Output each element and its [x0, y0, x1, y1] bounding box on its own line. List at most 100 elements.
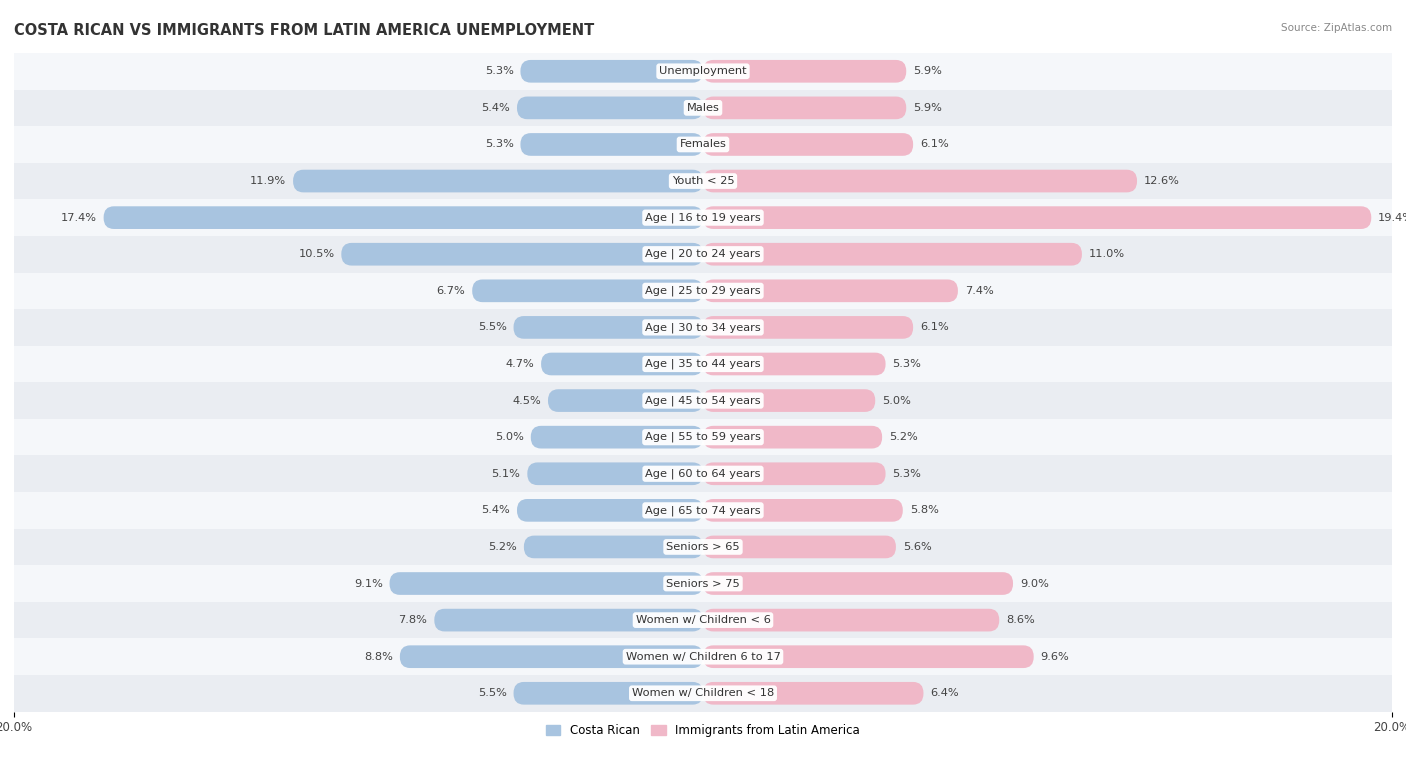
- Text: 5.0%: 5.0%: [882, 396, 911, 406]
- Text: 6.1%: 6.1%: [920, 322, 949, 332]
- FancyBboxPatch shape: [517, 499, 703, 522]
- Text: 12.6%: 12.6%: [1144, 176, 1180, 186]
- Text: Males: Males: [686, 103, 720, 113]
- Bar: [14, 309, 1392, 346]
- FancyBboxPatch shape: [703, 60, 907, 83]
- Text: 5.3%: 5.3%: [485, 139, 513, 149]
- Text: 5.6%: 5.6%: [903, 542, 932, 552]
- FancyBboxPatch shape: [520, 60, 703, 83]
- Text: Age | 45 to 54 years: Age | 45 to 54 years: [645, 395, 761, 406]
- Text: 5.2%: 5.2%: [488, 542, 517, 552]
- FancyBboxPatch shape: [703, 499, 903, 522]
- Text: Age | 16 to 19 years: Age | 16 to 19 years: [645, 213, 761, 223]
- Text: 6.1%: 6.1%: [920, 139, 949, 149]
- FancyBboxPatch shape: [399, 646, 703, 668]
- Text: 7.8%: 7.8%: [398, 615, 427, 625]
- FancyBboxPatch shape: [703, 243, 1083, 266]
- Text: 5.5%: 5.5%: [478, 688, 506, 698]
- FancyBboxPatch shape: [389, 572, 703, 595]
- Bar: [14, 565, 1392, 602]
- FancyBboxPatch shape: [524, 536, 703, 558]
- FancyBboxPatch shape: [548, 389, 703, 412]
- FancyBboxPatch shape: [703, 316, 912, 338]
- Text: Age | 35 to 44 years: Age | 35 to 44 years: [645, 359, 761, 369]
- FancyBboxPatch shape: [472, 279, 703, 302]
- FancyBboxPatch shape: [104, 207, 703, 229]
- FancyBboxPatch shape: [520, 133, 703, 156]
- FancyBboxPatch shape: [513, 316, 703, 338]
- FancyBboxPatch shape: [703, 536, 896, 558]
- FancyBboxPatch shape: [342, 243, 703, 266]
- Bar: [14, 456, 1392, 492]
- Text: Age | 25 to 29 years: Age | 25 to 29 years: [645, 285, 761, 296]
- Text: Unemployment: Unemployment: [659, 67, 747, 76]
- Text: Females: Females: [679, 139, 727, 149]
- Text: Source: ZipAtlas.com: Source: ZipAtlas.com: [1281, 23, 1392, 33]
- Text: Age | 65 to 74 years: Age | 65 to 74 years: [645, 505, 761, 516]
- Text: Age | 20 to 24 years: Age | 20 to 24 years: [645, 249, 761, 260]
- Text: 5.9%: 5.9%: [912, 67, 942, 76]
- Text: Seniors > 75: Seniors > 75: [666, 578, 740, 588]
- Bar: [14, 163, 1392, 199]
- Bar: [14, 53, 1392, 89]
- FancyBboxPatch shape: [292, 170, 703, 192]
- Bar: [14, 346, 1392, 382]
- Bar: [14, 382, 1392, 419]
- Text: Women w/ Children < 6: Women w/ Children < 6: [636, 615, 770, 625]
- Text: 5.9%: 5.9%: [912, 103, 942, 113]
- Text: Youth < 25: Youth < 25: [672, 176, 734, 186]
- Bar: [14, 602, 1392, 638]
- Bar: [14, 675, 1392, 712]
- FancyBboxPatch shape: [517, 97, 703, 119]
- Bar: [14, 492, 1392, 528]
- FancyBboxPatch shape: [703, 133, 912, 156]
- Text: 9.6%: 9.6%: [1040, 652, 1070, 662]
- Text: COSTA RICAN VS IMMIGRANTS FROM LATIN AMERICA UNEMPLOYMENT: COSTA RICAN VS IMMIGRANTS FROM LATIN AME…: [14, 23, 595, 38]
- Text: 8.6%: 8.6%: [1007, 615, 1035, 625]
- FancyBboxPatch shape: [527, 463, 703, 485]
- Text: 11.0%: 11.0%: [1088, 249, 1125, 259]
- Text: 5.2%: 5.2%: [889, 432, 918, 442]
- Text: 5.4%: 5.4%: [481, 506, 510, 516]
- Bar: [14, 199, 1392, 236]
- FancyBboxPatch shape: [703, 279, 957, 302]
- FancyBboxPatch shape: [703, 572, 1012, 595]
- FancyBboxPatch shape: [703, 426, 882, 448]
- Text: Age | 60 to 64 years: Age | 60 to 64 years: [645, 469, 761, 479]
- FancyBboxPatch shape: [703, 646, 1033, 668]
- Text: 4.5%: 4.5%: [512, 396, 541, 406]
- Text: 5.4%: 5.4%: [481, 103, 510, 113]
- Text: 5.8%: 5.8%: [910, 506, 939, 516]
- Text: Women w/ Children 6 to 17: Women w/ Children 6 to 17: [626, 652, 780, 662]
- Bar: [14, 528, 1392, 565]
- Text: 5.3%: 5.3%: [893, 469, 921, 478]
- FancyBboxPatch shape: [541, 353, 703, 375]
- FancyBboxPatch shape: [531, 426, 703, 448]
- Bar: [14, 89, 1392, 126]
- FancyBboxPatch shape: [513, 682, 703, 705]
- Text: 6.7%: 6.7%: [437, 286, 465, 296]
- FancyBboxPatch shape: [703, 463, 886, 485]
- Text: Seniors > 65: Seniors > 65: [666, 542, 740, 552]
- Text: 5.1%: 5.1%: [492, 469, 520, 478]
- Bar: [14, 236, 1392, 273]
- Text: 9.0%: 9.0%: [1019, 578, 1049, 588]
- Text: 19.4%: 19.4%: [1378, 213, 1406, 223]
- FancyBboxPatch shape: [703, 682, 924, 705]
- Text: 11.9%: 11.9%: [250, 176, 287, 186]
- Text: 5.0%: 5.0%: [495, 432, 524, 442]
- Legend: Costa Rican, Immigrants from Latin America: Costa Rican, Immigrants from Latin Ameri…: [541, 719, 865, 742]
- Text: 9.1%: 9.1%: [354, 578, 382, 588]
- Text: 6.4%: 6.4%: [931, 688, 959, 698]
- Bar: [14, 126, 1392, 163]
- Text: 10.5%: 10.5%: [298, 249, 335, 259]
- FancyBboxPatch shape: [703, 609, 1000, 631]
- FancyBboxPatch shape: [434, 609, 703, 631]
- Text: 5.3%: 5.3%: [485, 67, 513, 76]
- Bar: [14, 419, 1392, 456]
- Text: Age | 30 to 34 years: Age | 30 to 34 years: [645, 322, 761, 332]
- FancyBboxPatch shape: [703, 389, 875, 412]
- Text: 5.5%: 5.5%: [478, 322, 506, 332]
- Text: Age | 55 to 59 years: Age | 55 to 59 years: [645, 432, 761, 442]
- Bar: [14, 638, 1392, 675]
